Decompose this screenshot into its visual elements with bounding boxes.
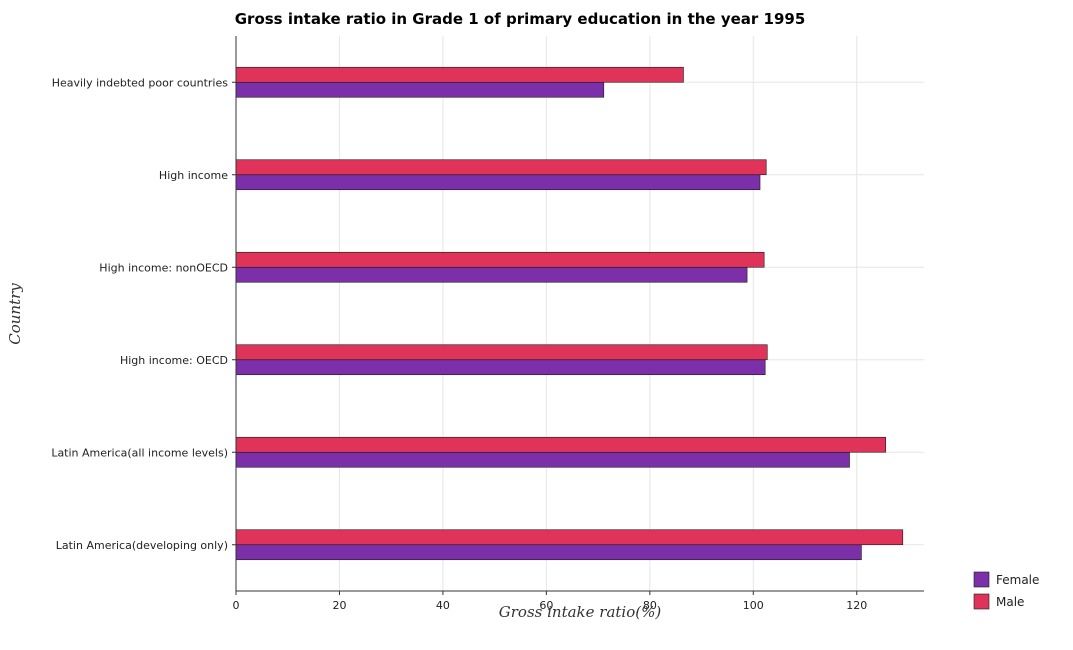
bar-female <box>235 451 850 468</box>
y-tick-label: Latin America(all income levels) <box>51 446 228 459</box>
bar-male <box>235 66 684 83</box>
bars <box>235 66 904 561</box>
legend-swatch-female <box>973 571 990 588</box>
bar-female <box>235 359 766 376</box>
y-axis-label: Country <box>6 283 24 345</box>
axes: 0 20 40 60 80 100 120 Heavily indebted poor cou… <box>51 36 924 612</box>
bar-female <box>235 81 605 98</box>
bar-male <box>235 436 887 453</box>
x-tick-label: 60 <box>539 599 553 612</box>
legend-label-male: Male <box>996 595 1024 609</box>
bar-female <box>235 174 761 191</box>
bar-female <box>235 544 862 561</box>
legend: Female Male <box>973 571 1039 610</box>
y-tick-label: High income: OECD <box>120 354 228 367</box>
x-axis-label: Gross intake ratio(%) <box>499 603 662 621</box>
legend-swatch-male <box>973 593 990 610</box>
bar-male <box>235 159 767 176</box>
bar-male <box>235 529 904 546</box>
chart-title: Gross intake ratio in Grade 1 of primary… <box>235 10 806 28</box>
y-tick-label: High income: nonOECD <box>99 261 228 274</box>
y-tick-label: High income <box>159 169 228 182</box>
bar-male <box>235 251 765 268</box>
grid <box>235 36 924 591</box>
legend-label-female: Female <box>996 573 1039 587</box>
bar-male <box>235 344 768 361</box>
x-tick-label: 100 <box>743 599 764 612</box>
x-tick-label: 0 <box>233 599 240 612</box>
y-tick-label: Heavily indebted poor countries <box>52 76 229 89</box>
x-tick-label: 120 <box>846 599 867 612</box>
x-tick-label: 20 <box>332 599 346 612</box>
x-tick-label: 40 <box>436 599 450 612</box>
bar-female <box>235 266 748 283</box>
x-tick-label: 80 <box>643 599 657 612</box>
y-tick-label: Latin America(developing only) <box>56 539 228 552</box>
